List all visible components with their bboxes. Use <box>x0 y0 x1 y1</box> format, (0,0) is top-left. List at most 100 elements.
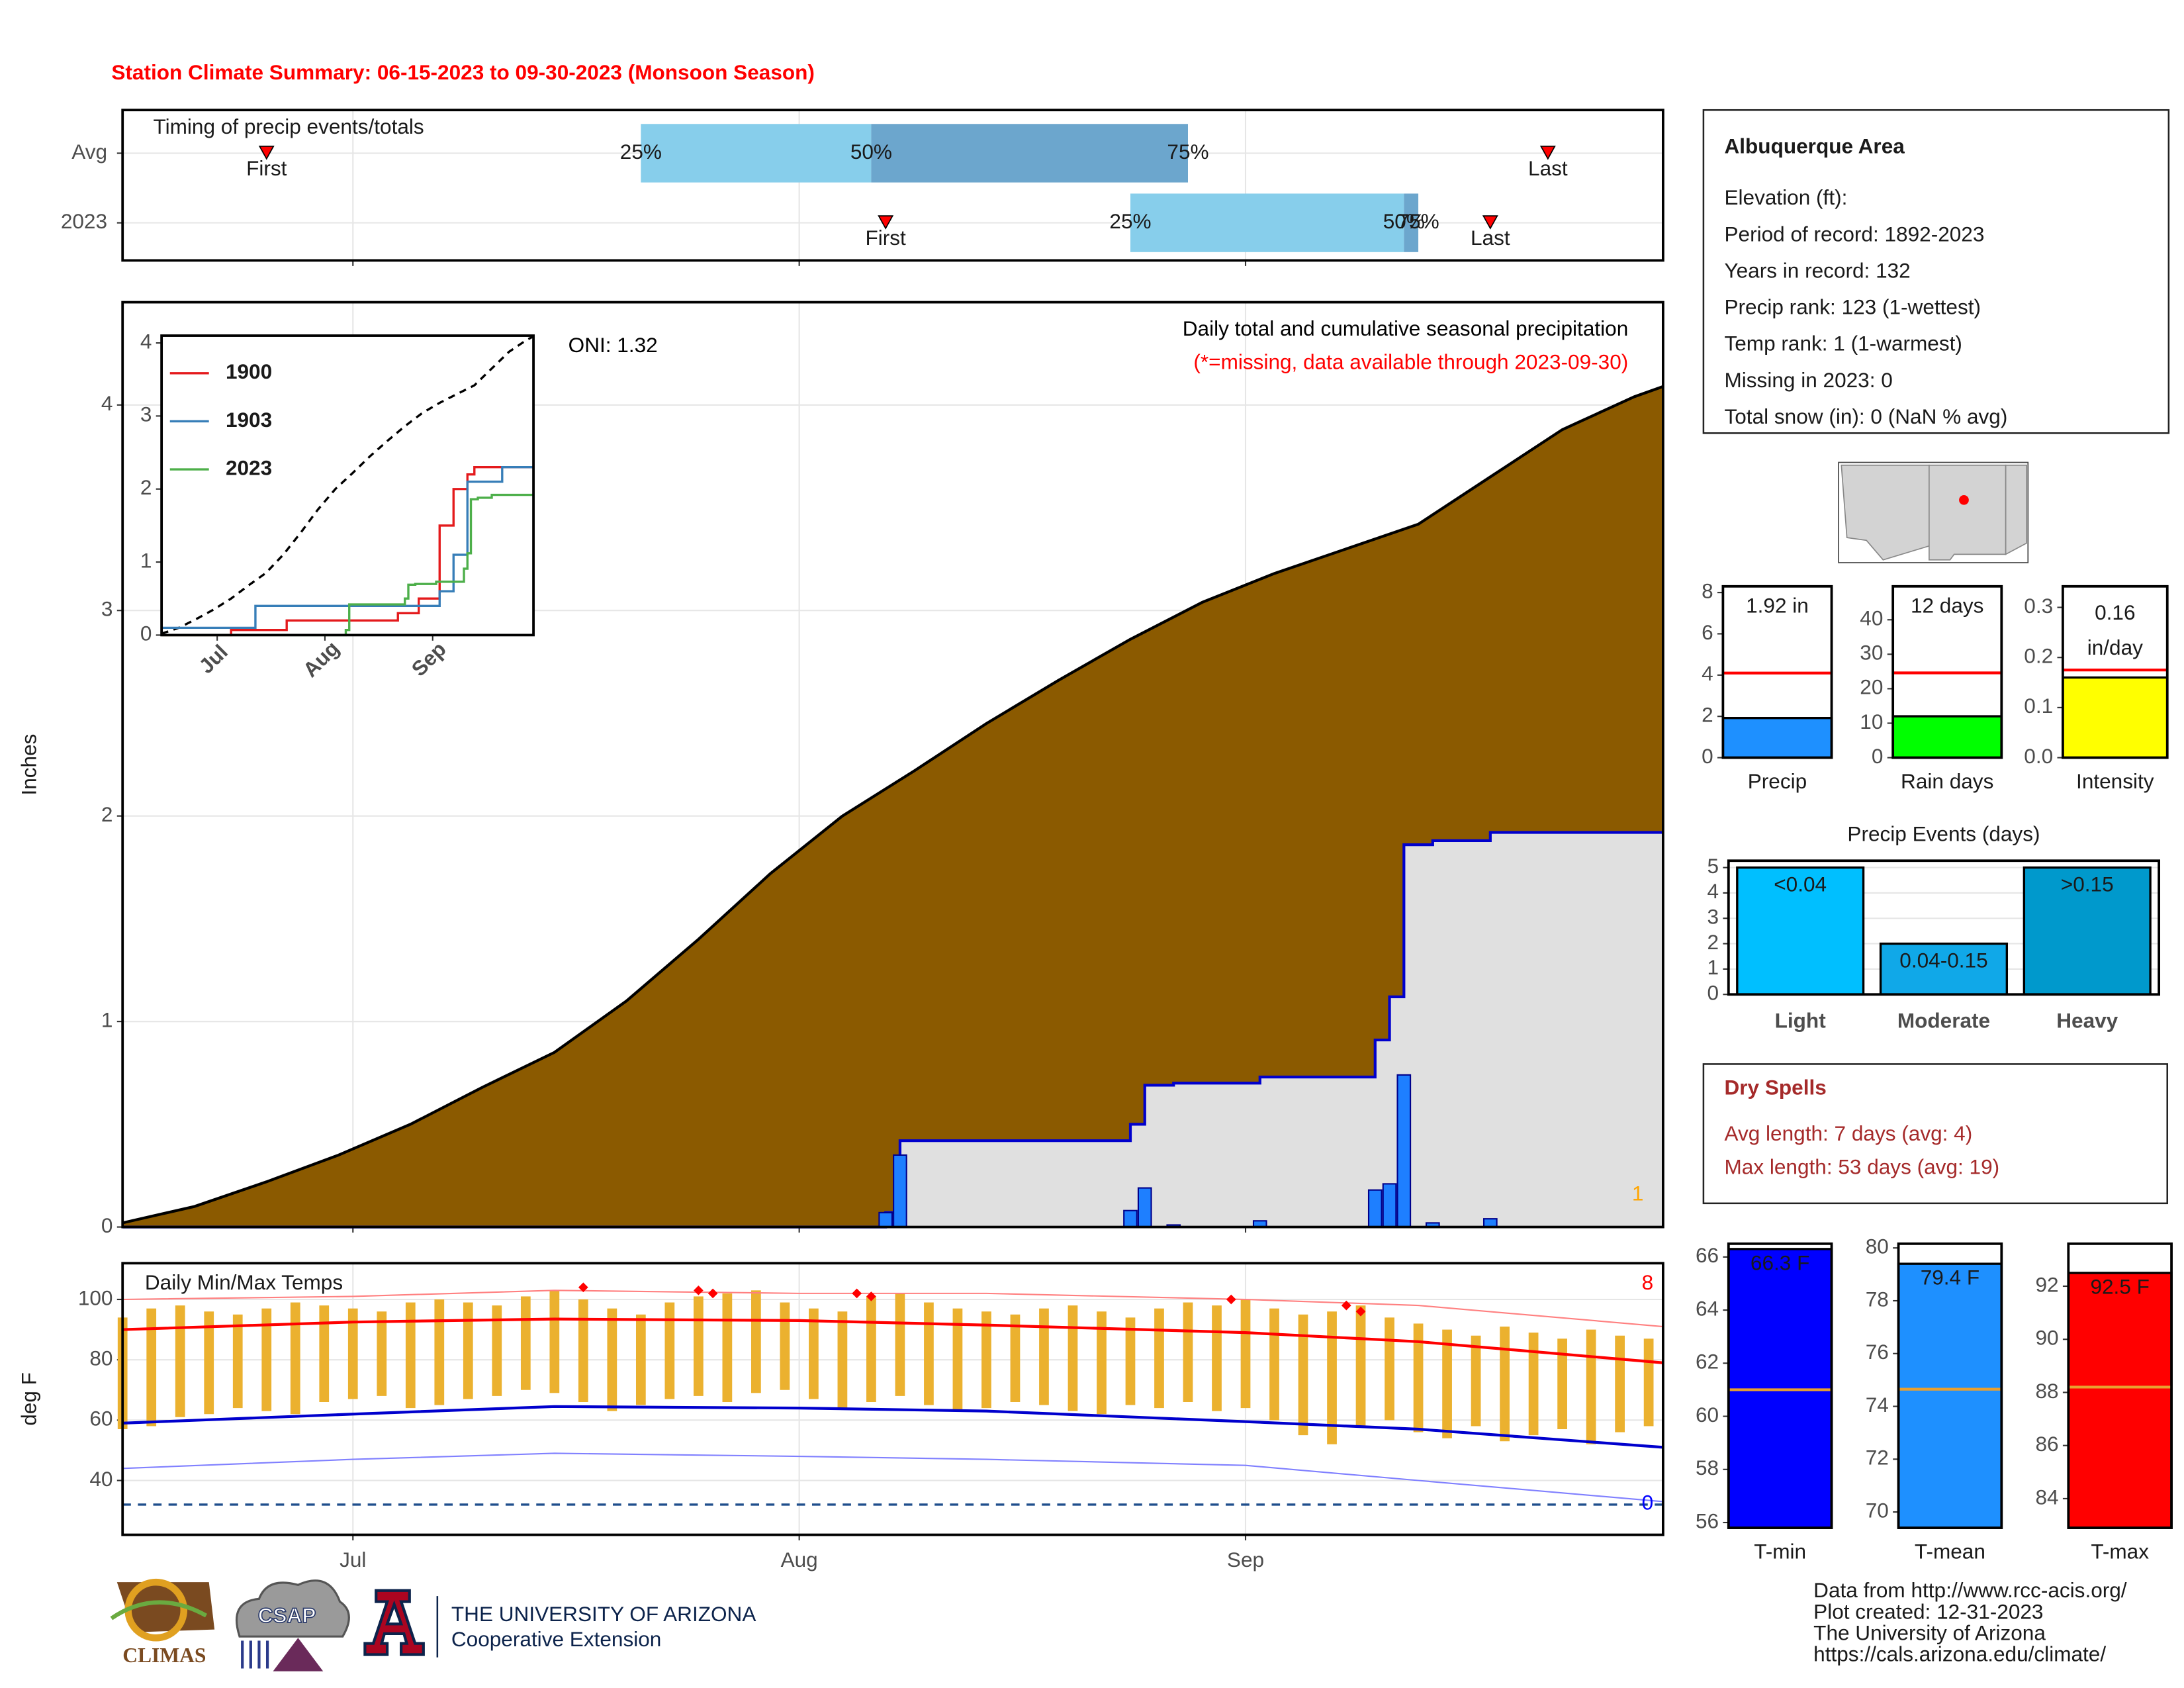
daily-temp-range <box>1327 1311 1337 1444</box>
climas-swoosh <box>110 1600 208 1620</box>
cumulative-line <box>122 831 1663 1229</box>
quantile-bar <box>641 124 872 183</box>
x-tick-label: Jul <box>340 1548 366 1571</box>
y-tick-label: 5 <box>1707 854 1719 878</box>
y-tick-label: 64 <box>1696 1296 1719 1320</box>
y-tick-label: 10 <box>1860 710 1883 733</box>
annotation: ONI: 1.32 <box>569 333 658 357</box>
quantile-label: 50% <box>850 140 892 164</box>
daily-temp-range <box>751 1290 761 1393</box>
value-label: 79.4 F <box>1921 1266 1979 1289</box>
y-tick-label: 80 <box>1866 1235 1889 1258</box>
bin-label: >0.15 <box>2061 872 2114 896</box>
cumulative-line <box>122 385 1664 1225</box>
daily-temp-range <box>1125 1317 1136 1405</box>
daily-temp-range <box>635 1314 646 1405</box>
quantile-bar <box>871 124 1189 183</box>
chart-title: Precip Events (days) <box>1847 822 2040 846</box>
csap-rain <box>241 1640 269 1669</box>
event-label: First <box>246 156 287 180</box>
panel-label: Daily Min/Max Temps <box>145 1270 343 1294</box>
annotation: 0 <box>1642 1491 1654 1515</box>
category-label: T-mean <box>1915 1539 1985 1563</box>
panel-frame <box>1897 1242 2003 1529</box>
daily-temp-range <box>1471 1335 1481 1427</box>
daily-temp-range <box>261 1308 272 1411</box>
y-tick-label: 1 <box>101 1008 113 1031</box>
category-label: T-max <box>2091 1539 2149 1563</box>
daily-temp-range <box>232 1314 243 1409</box>
y-tick-label: 0 <box>1872 744 1884 768</box>
record-marker <box>1226 1294 1236 1305</box>
daily-temp-range <box>1212 1305 1222 1411</box>
station-line: Precip rank: 123 (1-wettest) <box>1724 295 1981 319</box>
record-marker <box>578 1282 588 1293</box>
station-line: Missing in 2023: 0 <box>1724 368 1892 392</box>
daily-temp-range <box>175 1305 185 1417</box>
y-tick-label: 2023 <box>61 209 107 233</box>
daily-temp-range <box>377 1311 387 1396</box>
annotation: Daily total and cumulative seasonal prec… <box>1183 316 1628 340</box>
y-tick-label: 20 <box>1860 675 1883 699</box>
y-axis-label: deg F <box>17 1372 41 1426</box>
y-tick-label: 4 <box>1707 879 1719 903</box>
station-line: Total snow (in): 0 (NaN % avg) <box>1724 404 2007 428</box>
daily-temp-range <box>1298 1314 1308 1436</box>
series-line <box>161 465 534 637</box>
y-tick-label: 2 <box>140 475 152 499</box>
logos: CLIMAS CSAP THE UNIVERSITY OF ARIZONA Co… <box>110 1578 756 1671</box>
panel-frame <box>1727 859 2161 996</box>
csap-cloud <box>235 1579 350 1638</box>
daily-temp-range <box>1039 1308 1049 1405</box>
y-tick-label: 0.2 <box>2024 644 2053 668</box>
page-title: Station Climate Summary: 06-15-2023 to 0… <box>111 60 815 84</box>
daily-temp-range <box>434 1299 445 1405</box>
normal-line <box>122 1289 1663 1328</box>
daily-precip-bar <box>1367 1189 1383 1228</box>
y-axis-label: Inches <box>17 734 41 796</box>
y-tick-label: 84 <box>2035 1485 2058 1509</box>
daily-precip-bar <box>1396 1074 1412 1228</box>
value-label: 1.92 in <box>1746 594 1809 618</box>
reference-line <box>161 335 534 635</box>
cumulative-area <box>122 832 1663 1227</box>
station-line: Period of record: 1892-2023 <box>1724 222 1984 246</box>
daily-temp-range <box>722 1293 733 1402</box>
annotation: 1 <box>1632 1182 1644 1205</box>
quantile-label: 75% <box>1167 140 1208 164</box>
daily-precip-bar <box>1382 1183 1397 1228</box>
value-label: 12 days <box>1911 594 1984 618</box>
record-marker <box>707 1288 718 1299</box>
csap-mountain <box>273 1638 324 1671</box>
daily-temp-range <box>981 1311 991 1409</box>
panel-frame <box>160 334 535 637</box>
series-line <box>161 465 534 630</box>
y-tick-label: 0 <box>101 1213 113 1237</box>
bar <box>2023 866 2152 996</box>
daily-temp-range <box>1097 1311 1107 1415</box>
quantile-label: 75% <box>1397 209 1439 233</box>
y-tick-label: 6 <box>1702 620 1713 644</box>
x-tick-label: Aug <box>781 1548 818 1571</box>
y-tick-label: 0 <box>1707 981 1719 1005</box>
dry-spells-lines: Avg length: 7 days (avg: 4) Max length: 5… <box>1724 1121 1999 1178</box>
panel-background <box>122 1263 1663 1535</box>
y-tick-label: 4 <box>140 329 152 353</box>
y-tick-label: 40 <box>1860 606 1883 630</box>
daily-temp-range <box>204 1311 214 1415</box>
y-tick-label: 8 <box>1702 579 1713 602</box>
climas-text: CLIMAS <box>122 1644 206 1667</box>
panel-frame <box>121 301 1664 1229</box>
y-tick-label: 60 <box>89 1407 113 1430</box>
value-label: 66.3 F <box>1751 1250 1809 1274</box>
map-texas <box>2005 464 2028 555</box>
panel-frame <box>121 1262 1664 1536</box>
panel-frame <box>2067 1242 2173 1529</box>
daily-temp-range <box>319 1305 330 1402</box>
event-label: First <box>865 226 906 250</box>
quantile-bar <box>1404 193 1419 252</box>
y-tick-label: 40 <box>89 1467 113 1491</box>
daily-temp-range <box>578 1299 588 1402</box>
y-tick-label: 0.1 <box>2024 694 2053 718</box>
daily-temp-range <box>1385 1317 1394 1421</box>
